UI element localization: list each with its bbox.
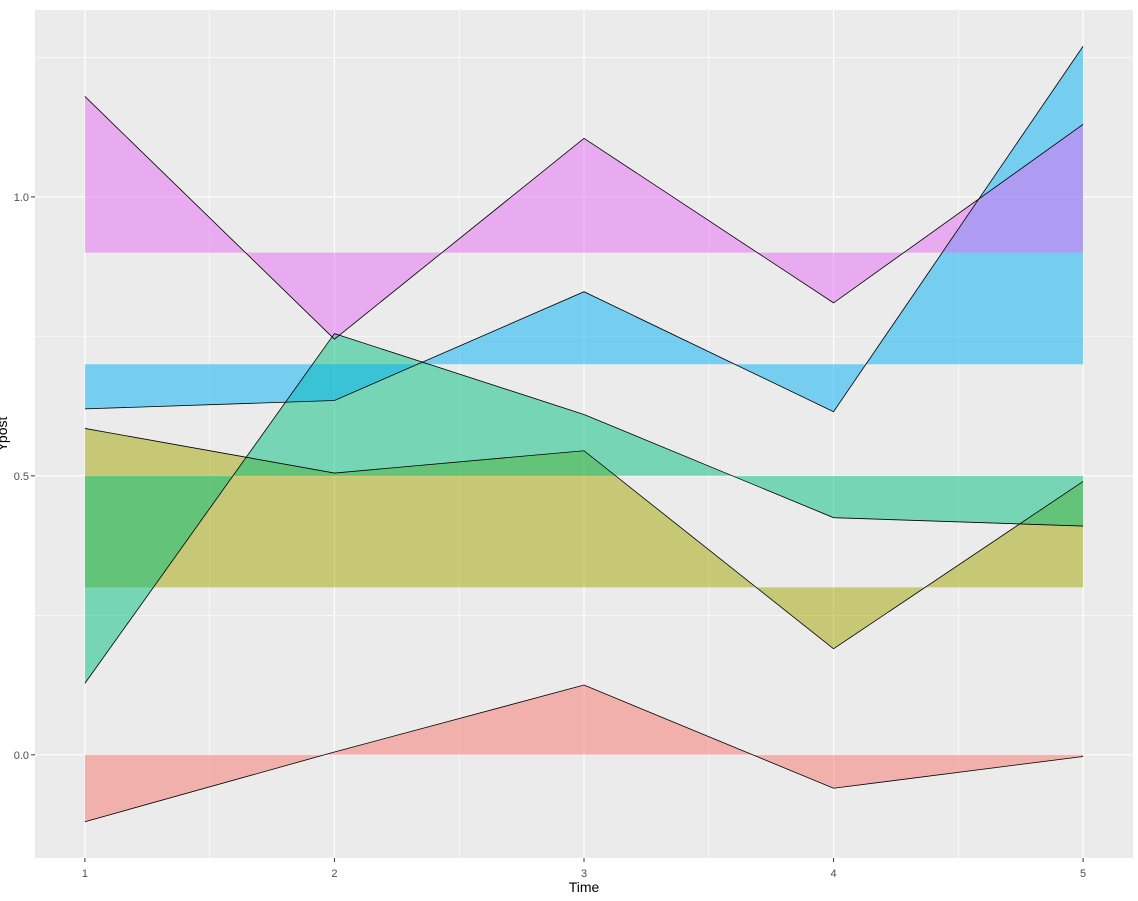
series-area-5 [84,96,1084,340]
series-area-2 [84,428,1084,649]
x-tick-label: 5 [1080,868,1086,880]
x-tick-label: 1 [82,868,88,880]
x-tick-label: 3 [581,868,587,880]
y-axis-title: Ypost [0,417,10,452]
y-tick-label: 0.5 [14,471,29,483]
y-tick-label: 0.0 [14,750,29,762]
series-lines [84,46,1084,823]
x-axis-title: Time [569,879,600,895]
series-line-1 [84,684,1084,823]
x-tick-label: 4 [830,868,836,880]
series-line-3 [84,333,1084,684]
series-area-3 [84,333,1084,684]
series-line-5 [84,96,1084,340]
series-line-2 [84,428,1084,650]
x-axis: 1 2 3 4 5 [82,858,1086,880]
x-tick-label: 2 [331,868,337,880]
y-tick-label: 1.0 [14,192,29,204]
series-area-1 [84,685,1084,822]
series-area-4 [84,46,1084,412]
y-axis: 0.0 0.5 1.0 [14,192,35,762]
series-areas [84,46,1084,822]
series-line-4 [84,46,1084,413]
